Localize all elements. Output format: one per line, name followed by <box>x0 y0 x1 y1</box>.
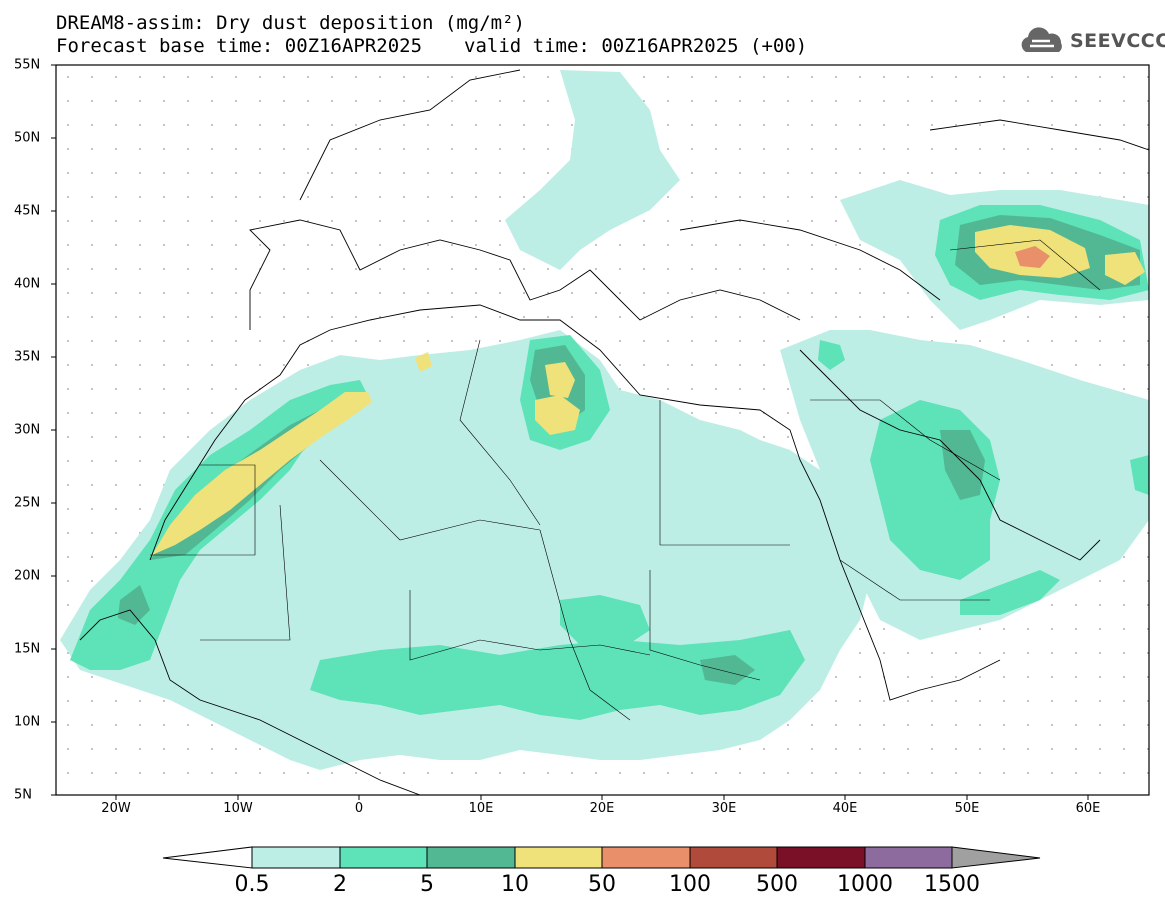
lat-label-40N: 40N <box>14 276 41 292</box>
lat-label-10N: 10N <box>14 714 41 730</box>
lon-label-0: 0 <box>354 801 364 816</box>
colorbar-swatch-2 <box>426 846 516 869</box>
logo-text: SEEVCCC <box>1070 30 1165 52</box>
colorbar-label-5: 5 <box>420 872 434 897</box>
lat-label-30N: 30N <box>14 422 41 438</box>
colorbar-label-2: 2 <box>333 872 347 897</box>
lat-label-15N: 15N <box>14 641 41 657</box>
colorbar-swatch-6 <box>776 846 866 869</box>
colorbar-swatch-0 <box>251 846 341 869</box>
dust-level-50 <box>1015 246 1050 268</box>
colorbar-label-1000: 1000 <box>837 872 893 897</box>
lon-label-50E: 50E <box>954 801 980 816</box>
colorbar-low-triangle <box>162 846 253 869</box>
lon-label-10E: 10E <box>468 801 494 816</box>
lon-label-20E: 20E <box>589 801 615 816</box>
lon-label-10W: 10W <box>223 801 253 816</box>
lon-label-30E: 30E <box>711 801 737 816</box>
lon-label-40E: 40E <box>832 801 858 816</box>
colorbar-high-triangle <box>951 846 1041 869</box>
valid-time-label: valid time: 00Z16APR2025 (+00) <box>464 35 808 57</box>
lat-label-50N: 50N <box>14 130 41 146</box>
axis-ticks <box>51 64 1089 800</box>
lon-label-20W: 20W <box>101 801 131 816</box>
colorbar-label-500: 500 <box>756 872 798 897</box>
colorbar-label-10: 10 <box>501 872 529 897</box>
colorbar-swatch-1 <box>339 846 428 869</box>
lat-label-45N: 45N <box>14 203 41 219</box>
colorbar-label-1500: 1500 <box>924 872 980 897</box>
lat-label-20N: 20N <box>14 568 41 584</box>
dust-level-10 <box>152 225 1145 555</box>
colorbar-swatch-4 <box>601 846 691 869</box>
country-borders <box>150 239 1101 721</box>
lon-label-60E: 60E <box>1075 801 1101 816</box>
colorbar <box>162 846 1041 869</box>
colorbar-swatch-3 <box>514 846 603 869</box>
cloud-icon <box>1021 27 1062 52</box>
colorbar-swatch-5 <box>689 846 778 869</box>
map-title: DREAM8-assim: Dry dust deposition (mg/m²… <box>56 12 525 34</box>
colorbar-label-0.5: 0.5 <box>234 872 270 897</box>
coastlines <box>79 69 1149 795</box>
seevccc-logo: SEEVCCC <box>1018 24 1165 58</box>
colorbar-swatch-7 <box>864 846 953 869</box>
lat-label-35N: 35N <box>14 349 41 365</box>
lat-label-55N: 55N <box>14 57 41 73</box>
colorbar-label-100: 100 <box>669 872 711 897</box>
base-time-label: Forecast base time: 00Z16APR2025 <box>56 35 423 57</box>
colorbar-label-50: 50 <box>588 872 616 897</box>
lat-label-25N: 25N <box>14 495 41 511</box>
lat-label-5N: 5N <box>14 787 32 803</box>
forecast-times: Forecast base time: 00Z16APR2025 valid ti… <box>56 36 807 56</box>
